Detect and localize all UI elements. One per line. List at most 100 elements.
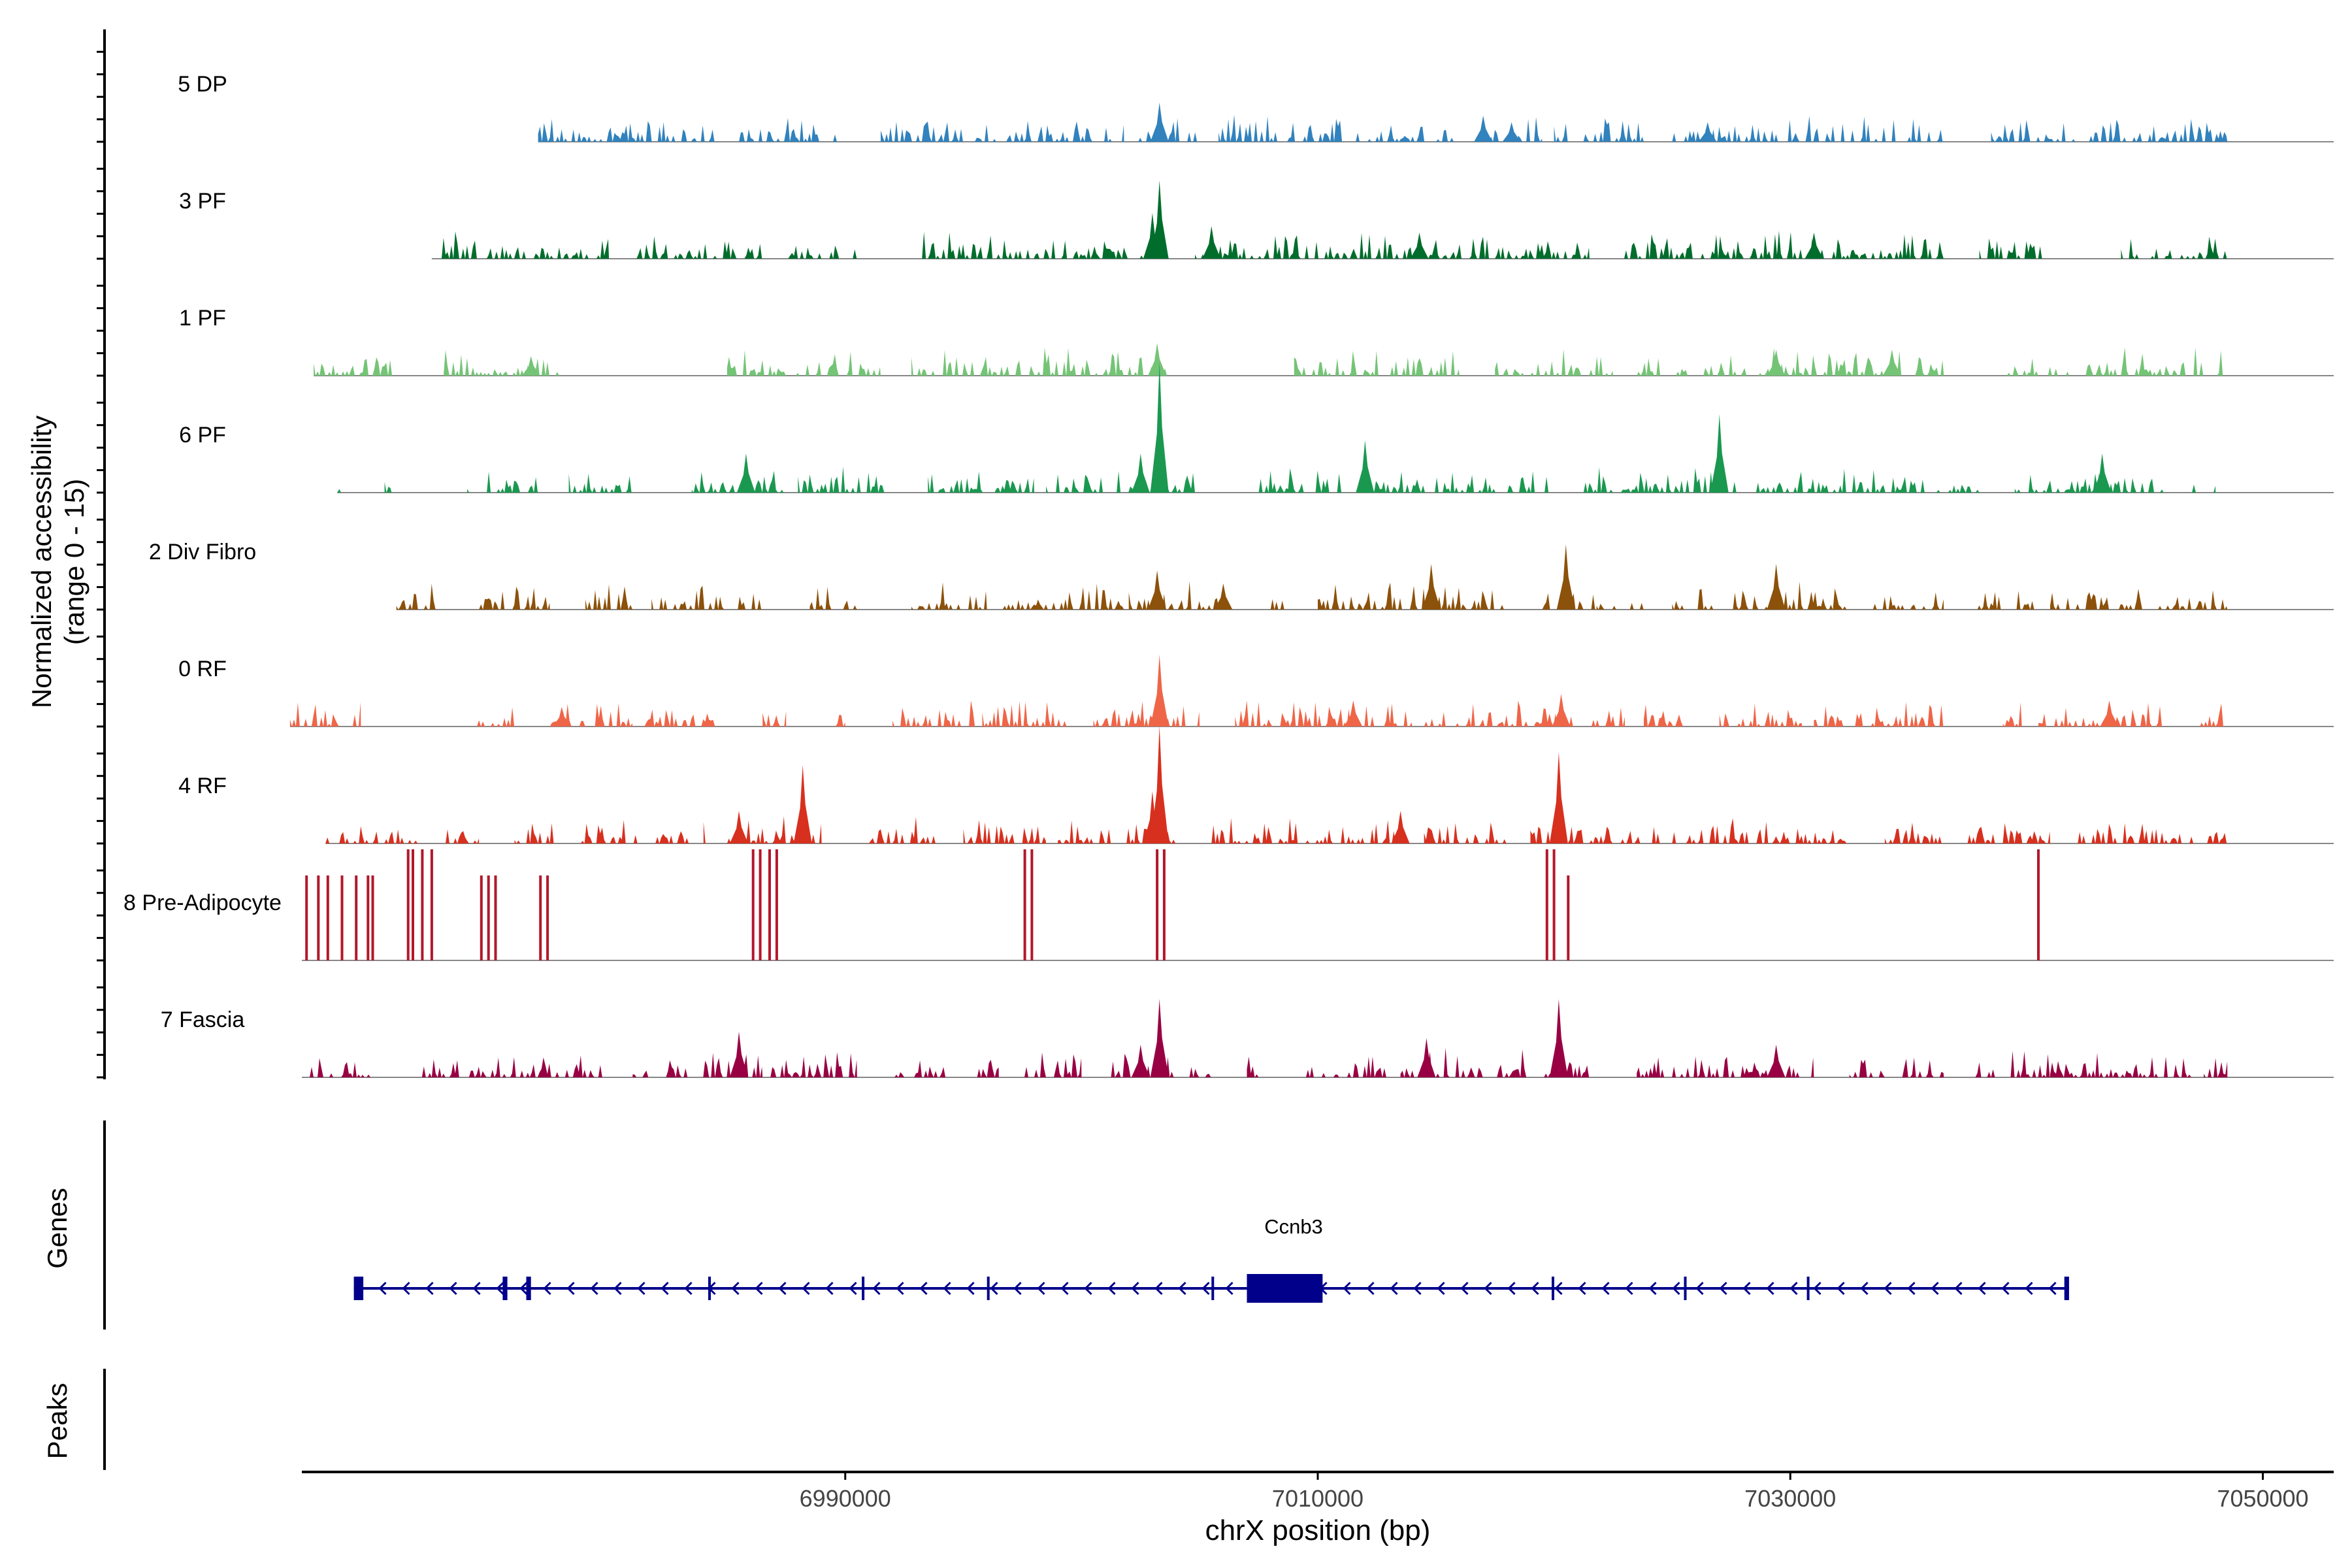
track-peak (1150, 999, 1169, 1077)
track-peak (1882, 350, 1901, 376)
gene-exon (2064, 1277, 2069, 1300)
gene-strand-chevron (1413, 1281, 1422, 1296)
track-peak (2093, 453, 2112, 493)
x-axis-ticks: 6990000 7010000 7030000 7050000 (800, 1472, 2309, 1512)
track-label: 4 RF (178, 774, 227, 798)
track-7-fascia: 7 Fascia (161, 999, 2334, 1078)
track-signal (302, 1047, 2228, 1077)
gene-strand-chevron (1484, 1281, 1492, 1296)
gene-model-ccnb3 (353, 1274, 2069, 1303)
track-peak (730, 811, 749, 843)
gene-strand-chevron (1554, 1281, 1563, 1296)
track-peak (730, 1032, 749, 1077)
track-spike (775, 849, 778, 960)
gene-strand-chevron (849, 1281, 857, 1296)
track-label: 1 PF (179, 306, 226, 331)
track-spike (539, 875, 542, 960)
gene-exon (1684, 1277, 1687, 1300)
gene-strand-chevron (2001, 1281, 2010, 1296)
gene-strand-chevron (990, 1281, 998, 1296)
gene-strand-chevron (1013, 1281, 1022, 1296)
gene-strand-chevron (519, 1281, 528, 1296)
gene-strand-chevron (1343, 1281, 1351, 1296)
gene-strand-chevron (613, 1281, 622, 1296)
track-peak (1767, 1045, 1786, 1077)
accessibility-tracks: 5 DP 3 PF 1 PF 6 PF 2 Div Fibro 0 RF 4 RF 8 Pre… (123, 72, 2334, 1078)
gene-strand-chevron (1154, 1281, 1163, 1296)
track-peak (1391, 811, 1410, 843)
gene-strand-chevron (1601, 1281, 1610, 1296)
gene-strand-chevron (1695, 1281, 1704, 1296)
gene-strand-chevron (1460, 1281, 1469, 1296)
track-peak (1150, 103, 1169, 142)
track-signal (396, 581, 2228, 610)
track-peak (1549, 752, 1568, 843)
track-spike (430, 849, 433, 960)
track-1-pf: 1 PF (179, 306, 2334, 376)
track-peak (793, 765, 812, 843)
track-peak (1148, 570, 1167, 610)
track-spike (371, 875, 374, 960)
track-label: 8 Pre-Adipocyte (123, 890, 282, 915)
track-peak (1344, 700, 1363, 727)
gene-strand-chevron (1366, 1281, 1375, 1296)
gene-strand-chevron (1742, 1281, 1751, 1296)
gene-strand-chevron (590, 1281, 598, 1296)
track-peak (1502, 122, 1521, 142)
track-spike (1162, 849, 1166, 960)
track-8-pre-adipocyte: 8 Pre-Adipocyte (123, 849, 2334, 961)
x-tick-label: 7030000 (1744, 1485, 1836, 1512)
track-peak (1131, 453, 1150, 493)
track-peak (1148, 343, 1167, 376)
gene-exon (502, 1277, 508, 1300)
track-peak (2100, 700, 2119, 727)
gene-cds-block (1247, 1274, 1323, 1303)
gene-strand-chevron (425, 1281, 434, 1296)
gene-strand-chevron (825, 1281, 834, 1296)
track-spike (1023, 849, 1026, 960)
gene-strand-chevron (1178, 1281, 1186, 1296)
gene-name-label: Ccnb3 (1264, 1215, 1323, 1238)
gene-strand-chevron (1531, 1281, 1539, 1296)
track-peak (1143, 791, 1162, 843)
track-peak (1698, 122, 1717, 142)
y-axis-left (97, 29, 106, 1079)
track-peak (1474, 116, 1493, 142)
gene-strand-chevron (566, 1281, 575, 1296)
gene-strand-chevron (684, 1281, 693, 1296)
gene-exon (987, 1277, 990, 1300)
track-signal (337, 466, 2216, 493)
gene-strand-chevron (1131, 1281, 1139, 1296)
gene-exon (708, 1277, 711, 1300)
gene-strand-chevron (1084, 1281, 1092, 1296)
genes-panel-label: Genes (42, 1188, 73, 1269)
gene-strand-chevron (1060, 1281, 1069, 1296)
track-label: 2 Div Fibro (149, 540, 256, 564)
gene-strand-chevron (1719, 1281, 1727, 1296)
y-axis-label-line1: Normalized accessibility (26, 416, 57, 708)
gene-strand-chevron (778, 1281, 787, 1296)
gene-strand-chevron (919, 1281, 928, 1296)
gene-strand-chevron (1766, 1281, 1774, 1296)
gene-strand-chevron (472, 1281, 481, 1296)
gene-strand-chevron (637, 1281, 645, 1296)
gene-strand-chevron (1648, 1281, 1657, 1296)
track-peak (736, 453, 755, 493)
track-3-pf: 3 PF (179, 180, 2334, 259)
track-peak (1150, 655, 1169, 727)
gene-strand-chevron (1837, 1281, 1845, 1296)
gene-strand-chevron (1437, 1281, 1445, 1296)
track-peak (1356, 440, 1375, 493)
track-peak (1214, 583, 1233, 610)
track-spike (1030, 849, 1034, 960)
gene-strand-chevron (1813, 1281, 1821, 1296)
gene-exon (1806, 1277, 1810, 1300)
gene-strand-chevron (1978, 1281, 1986, 1296)
track-peak (1202, 226, 1221, 259)
gene-exon (862, 1277, 865, 1300)
track-peak (1150, 726, 1169, 843)
track-spike (305, 875, 308, 960)
track-spike (317, 875, 320, 960)
gene-exon (526, 1277, 531, 1300)
gene-strand-chevron (802, 1281, 810, 1296)
